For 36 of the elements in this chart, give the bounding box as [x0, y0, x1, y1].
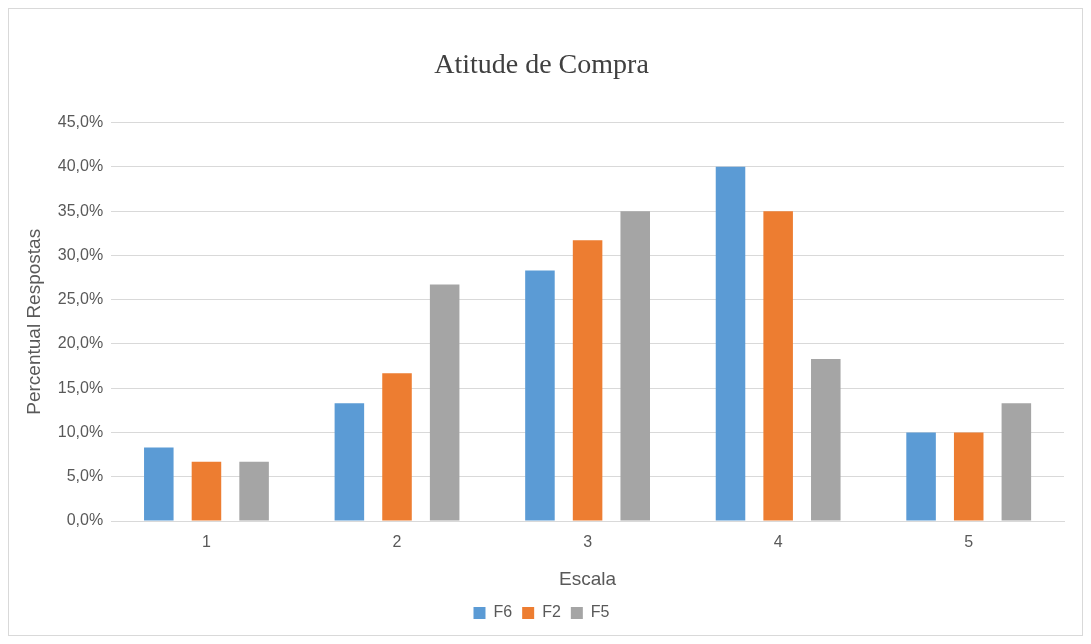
legend-label: F5: [590, 603, 610, 621]
y-tick-label: 20,0%: [57, 334, 104, 352]
bar: [525, 270, 555, 521]
bar: [334, 403, 365, 521]
y-tick-label: 45,0%: [57, 113, 104, 131]
chart-title: Atitude de Compra: [434, 48, 650, 80]
bar: [572, 240, 603, 521]
x-tick-label: 3: [583, 533, 593, 551]
bar: [1001, 403, 1032, 521]
x-tick-label: 5: [964, 533, 974, 551]
bar: [763, 211, 793, 521]
legend-label: F6: [493, 603, 513, 621]
y-tick-label: 5,0%: [66, 467, 104, 485]
bar: [191, 461, 222, 521]
y-tick-label: 10,0%: [57, 422, 104, 440]
y-tick-label: 40,0%: [57, 157, 104, 175]
bar: [906, 432, 936, 521]
legend-label: F2: [542, 603, 561, 621]
y-tick-label: 25,0%: [57, 290, 104, 308]
x-tick-label: 2: [392, 533, 402, 551]
bar: [620, 211, 650, 521]
y-tick-label: 0,0%: [66, 511, 104, 529]
y-tick-label: 15,0%: [57, 378, 104, 396]
bar: [811, 358, 841, 521]
y-axis-title: Percentual Respostas: [22, 228, 44, 415]
bar: [239, 461, 269, 521]
y-tick-label: 30,0%: [57, 245, 104, 263]
bar: [429, 284, 460, 521]
x-axis-title: Escala: [559, 567, 617, 589]
x-tick-label: 4: [773, 533, 783, 551]
bar: [953, 432, 984, 521]
bar: [715, 166, 746, 521]
bar: [144, 447, 174, 521]
y-tick-label: 35,0%: [57, 201, 104, 219]
x-tick-label: 1: [202, 533, 211, 551]
bar: [382, 373, 412, 521]
